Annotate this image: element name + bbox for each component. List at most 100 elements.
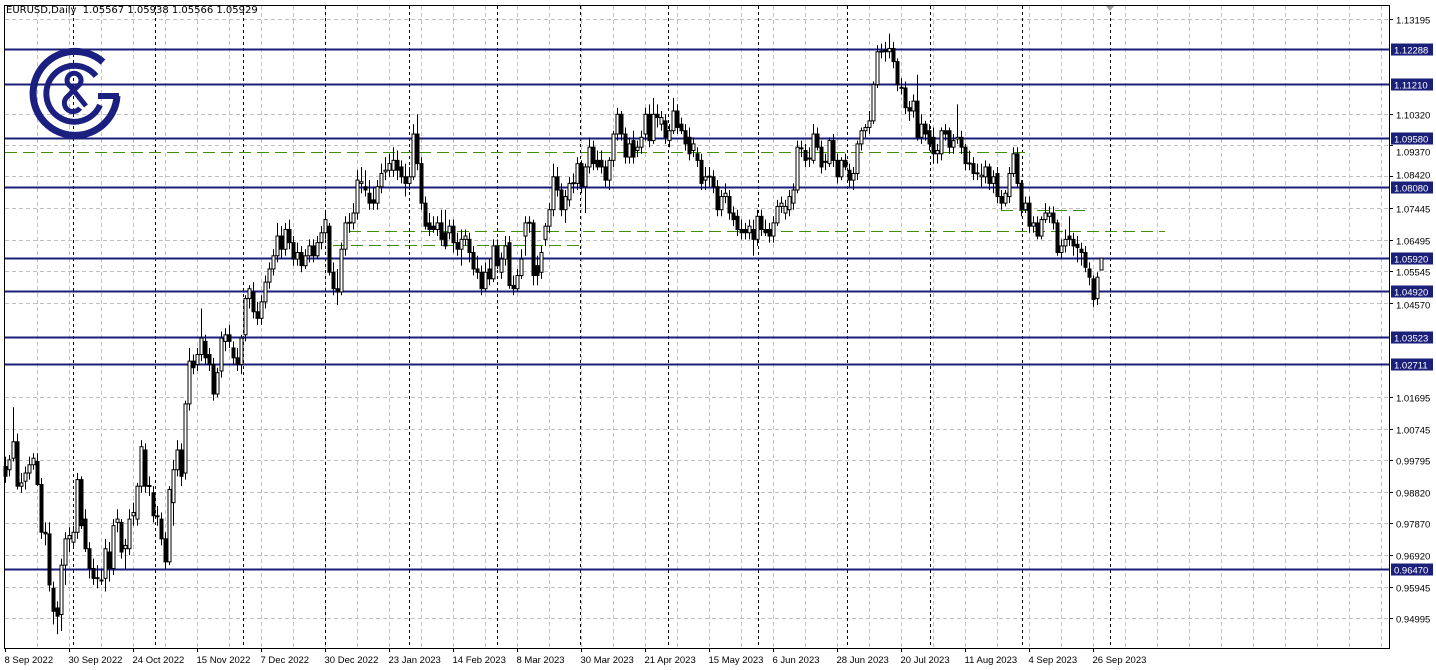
candle-bullish [651, 113, 656, 142]
time-tick-label: 6 Jun 2023 [773, 655, 820, 666]
time-tick-label: 26 Sep 2023 [1093, 655, 1147, 666]
candle-bullish [1011, 153, 1016, 175]
candle-bullish [283, 228, 288, 250]
candle-bullish [195, 354, 200, 365]
candle-bullish [575, 163, 580, 184]
candle-bullish [175, 449, 180, 471]
price-tick-label: 1.00745 [1396, 426, 1430, 437]
candle-bearish [231, 347, 236, 359]
level-price-label: 1.03523 [1394, 334, 1428, 345]
candle-bearish [39, 484, 44, 533]
candle-bearish [883, 49, 888, 53]
candle-bearish [971, 163, 976, 175]
candle-bearish [511, 284, 516, 290]
candle-bearish [555, 176, 560, 191]
candle-bullish [871, 84, 876, 122]
candle-bullish [59, 564, 64, 616]
time-tick-label: 15 May 2023 [709, 655, 764, 666]
level-price-label-bg [1391, 181, 1433, 194]
chart-header: EURUSD,Daily 1.05567 1.05938 1.05566 1.0… [6, 5, 258, 16]
candle-bullish [447, 225, 452, 234]
candle-bearish [79, 479, 84, 527]
candle-bullish [1023, 202, 1028, 211]
time-tick-label: 8 Mar 2023 [517, 655, 565, 666]
candle-bearish [931, 136, 936, 155]
candle-bullish [115, 518, 120, 523]
horizontal-levels [5, 48, 1389, 571]
candle-bullish [723, 192, 728, 198]
level-price-label-bg [1391, 285, 1433, 298]
candle-bullish [71, 531, 76, 543]
candle-bearish [803, 149, 808, 161]
candle-bearish [767, 228, 772, 237]
candle-bullish [967, 162, 972, 165]
candle-bearish [15, 441, 20, 487]
time-tick-label: 7 Dec 2022 [261, 655, 310, 666]
candle-bullish [939, 130, 944, 155]
candle-bullish [787, 196, 792, 211]
time-tick-label: 14 Feb 2023 [453, 655, 506, 666]
candle-bearish [1083, 252, 1088, 268]
candle-bullish [899, 86, 904, 89]
candle-bullish [123, 544, 128, 550]
candle-bullish [519, 258, 524, 277]
candle-bullish [635, 146, 640, 151]
candle-bearish [1035, 222, 1040, 237]
ohlc-readout: 1.05567 1.05938 1.05566 1.05929 [82, 5, 258, 16]
chart-frame [4, 5, 1390, 649]
candle-bullish [587, 146, 592, 168]
candle-bearish [1075, 243, 1080, 249]
candle-bearish [155, 515, 160, 518]
candle-bullish [1059, 245, 1064, 254]
candle-bullish [411, 133, 416, 178]
price-tick-label: 1.07445 [1396, 205, 1430, 216]
price-tick-label: 1.08420 [1396, 171, 1430, 182]
level-price-label-bg [1391, 43, 1433, 56]
candle-bullish [199, 337, 204, 356]
candle-bearish [159, 518, 164, 540]
candle-bullish [667, 130, 672, 142]
candle-bearish [763, 228, 768, 234]
candle-bearish [299, 252, 304, 267]
candle-bullish [583, 166, 588, 188]
candle-bearish [819, 146, 824, 168]
candle-bullish [851, 173, 856, 181]
candle-bearish [487, 268, 492, 280]
level-price-label: 1.04920 [1394, 288, 1428, 299]
candle-bullish [571, 182, 576, 185]
level-price-label: 1.09580 [1394, 135, 1428, 146]
price-tick-label: 0.94995 [1396, 615, 1430, 626]
candle-bearish [743, 228, 748, 234]
candle-bearish [467, 238, 472, 254]
time-tick-label: 24 Oct 2022 [133, 655, 185, 666]
candle-bullish [1043, 212, 1048, 221]
level-price-label-bg [1391, 252, 1433, 265]
candle-bullish [379, 173, 384, 188]
symbol-timeframe: EURUSD,Daily [6, 5, 77, 16]
price-tick-label: 1.01695 [1396, 394, 1430, 405]
candle-bullish [275, 235, 280, 257]
candle-bullish [387, 163, 392, 171]
candle-bullish [795, 146, 800, 191]
candle-bearish [91, 567, 96, 579]
chart-shift-marker[interactable] [1106, 6, 1114, 11]
candle-bullish [1031, 222, 1036, 227]
candle-bullish [7, 459, 12, 471]
candle-bearish [227, 334, 232, 342]
grid [5, 6, 1389, 648]
candle-bearish [579, 163, 584, 188]
time-tick-label: 20 Jul 2023 [901, 655, 950, 666]
candle-bearish [399, 166, 404, 178]
price-tick-label: 1.09370 [1396, 148, 1430, 159]
candle-bullish [375, 186, 380, 204]
candle-bearish [87, 548, 92, 569]
candle-bearish [711, 176, 716, 188]
candle-bullish [791, 189, 796, 204]
price-tick-label: 0.98820 [1396, 489, 1430, 500]
candle-bearish [923, 123, 928, 135]
candle-bullish [775, 205, 780, 224]
candle-bearish [731, 212, 736, 221]
candle-bullish [407, 176, 412, 184]
candle-bearish [163, 538, 168, 563]
